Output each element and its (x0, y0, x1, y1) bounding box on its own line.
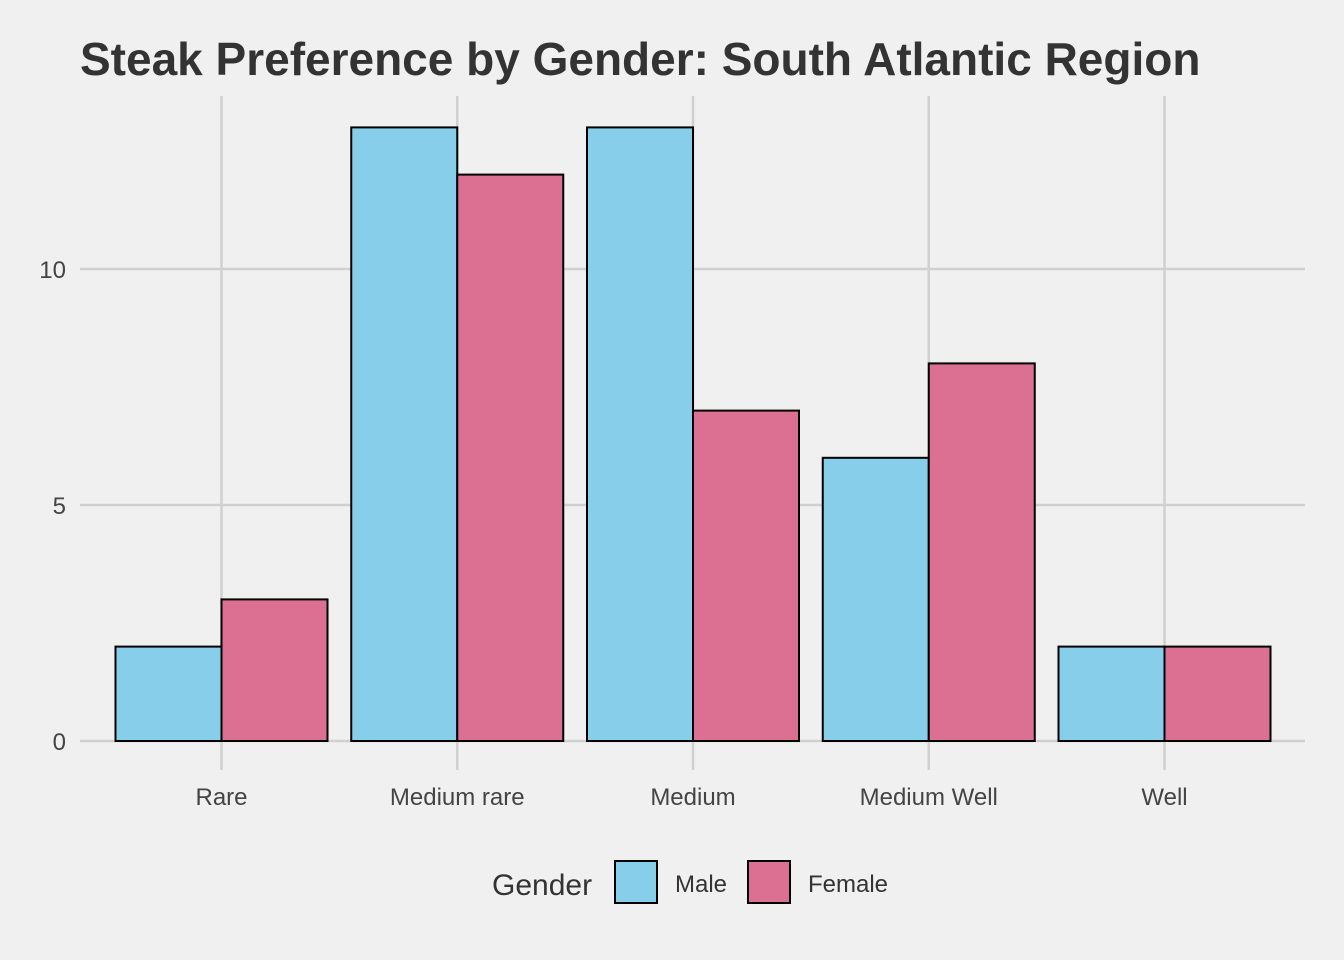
x-tick-label: Rare (195, 784, 247, 811)
legend: Gender Male Female (492, 860, 888, 904)
x-tick-label: Medium (650, 784, 735, 811)
x-tick-label: Medium Well (860, 784, 998, 811)
bar-male-well (1057, 645, 1166, 742)
bar-female-medium (692, 409, 800, 742)
chart-title: Steak Preference by Gender: South Atlant… (80, 33, 1200, 85)
y-axis-ticks: 0 5 10 (39, 257, 66, 756)
legend-key-female (747, 860, 791, 904)
legend-label-male: Male (675, 871, 727, 898)
y-tick-label: 0 (53, 729, 66, 756)
bar-female-medium-well (927, 362, 1036, 742)
bar-male-medium-well (821, 456, 930, 742)
y-tick-label: 5 (53, 493, 66, 520)
legend-label-female: Female (808, 871, 888, 898)
bar-male-medium-rare (350, 126, 459, 742)
bar-female-medium-rare (456, 173, 565, 743)
legend-title: Gender (492, 869, 592, 902)
legend-key-male (614, 860, 658, 904)
x-tick-label: Medium rare (390, 784, 525, 811)
x-axis-ticks: Rare Medium rare Medium Medium Well Well (195, 784, 1187, 811)
bar-male-rare (114, 645, 223, 742)
bar-female-rare (220, 598, 329, 743)
bar-female-well (1163, 645, 1272, 742)
bar-male-medium (586, 126, 694, 742)
bars-layer (114, 126, 1272, 743)
y-tick-label: 10 (39, 257, 66, 284)
x-tick-label: Well (1141, 784, 1187, 811)
